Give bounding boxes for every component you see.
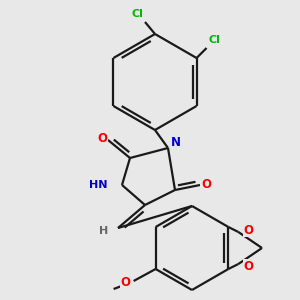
- Text: O: O: [243, 260, 254, 272]
- Text: O: O: [243, 224, 254, 236]
- Text: Cl: Cl: [131, 9, 143, 19]
- Text: H: H: [99, 226, 109, 236]
- Text: Cl: Cl: [208, 35, 220, 45]
- Text: N: N: [171, 136, 181, 149]
- Text: O: O: [97, 131, 107, 145]
- Text: O: O: [121, 277, 130, 290]
- Text: HN: HN: [89, 180, 108, 190]
- Text: O: O: [201, 178, 211, 191]
